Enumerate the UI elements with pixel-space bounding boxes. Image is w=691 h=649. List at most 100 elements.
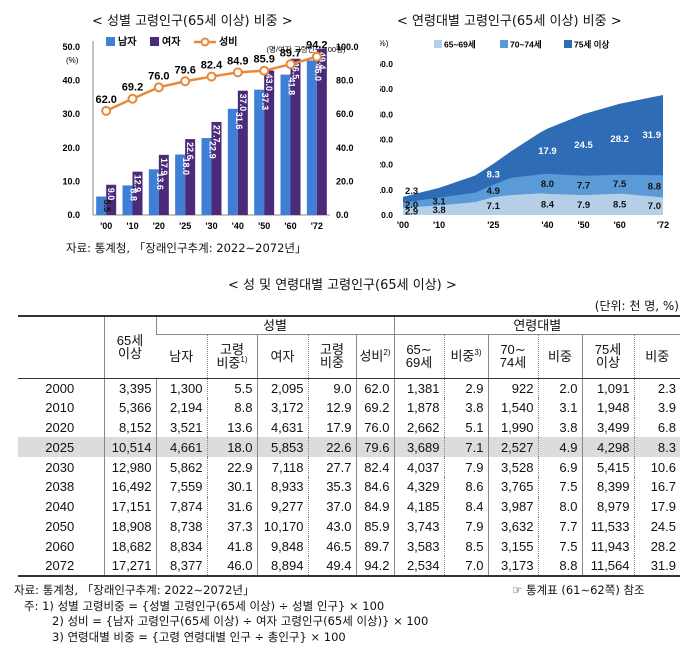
table-cell: 85.9 <box>355 516 394 537</box>
x-tick-label: '72 <box>657 220 669 230</box>
age70-share-header: 비중 <box>537 334 582 379</box>
table-cell: 7.1 <box>443 437 488 458</box>
y-tick-label: 20.0 <box>380 160 393 170</box>
table-cell: 3.9 <box>633 397 680 418</box>
table-title: < 성 및 연령대별 고령인구(65세 이상) > <box>228 278 457 293</box>
table-cell: 10,170 <box>256 516 308 537</box>
row-year: 2030 <box>45 459 75 475</box>
ratio-label: 82.4 <box>201 60 223 72</box>
bar-label-male: 37.3 <box>260 93 270 111</box>
left-unit-label: (%) <box>66 56 79 65</box>
bar-label-female: 22.6 <box>185 142 195 160</box>
bar-label-male: 46.0 <box>313 63 323 81</box>
area-label: 3.1 <box>433 197 447 208</box>
note-3: 3) 연령대별 비중 = {고령 연령대별 인구 ÷ 총인구} × 100 <box>52 629 346 644</box>
bar-male <box>254 89 265 215</box>
area-label: 7.1 <box>487 201 501 212</box>
notes-ref: ☞ 통계표 (61∼62쪽) 참조 <box>512 583 645 597</box>
table-cell: 16,492 <box>103 476 156 497</box>
area-label: 4.9 <box>487 186 500 197</box>
legend-ratio-label: 성비 <box>219 35 237 48</box>
y-tick-label: 10.0 <box>380 185 393 195</box>
row-year: 2020 <box>45 419 75 435</box>
table-cell: 8,933 <box>256 476 308 497</box>
table-cell: 8.8 <box>537 556 582 576</box>
ratio-label: 89.7 <box>280 47 301 59</box>
table-cell: 2,527 <box>487 437 538 458</box>
legend-male-swatch <box>106 37 115 46</box>
table-cell: 5.5 <box>206 378 257 398</box>
bar-female <box>237 90 248 215</box>
table-cell: 7,118 <box>256 457 308 477</box>
female-header: 여자 <box>256 334 308 379</box>
table-cell: 9,848 <box>256 536 308 557</box>
legend-label: 65~69세 <box>444 40 476 50</box>
table-cell: 8.0 <box>537 496 582 517</box>
table-cell: 3.8 <box>443 397 488 418</box>
table-cell: 2,662 <box>393 417 444 438</box>
x-tick-label: '00 <box>100 221 112 231</box>
x-tick-label: '25 <box>487 220 499 230</box>
table-cell: 62.0 <box>355 378 394 398</box>
table-cell: 3,173 <box>487 556 538 576</box>
x-tick-label: '00 <box>397 220 409 230</box>
table-cell: 79.6 <box>355 437 394 458</box>
table-cell: 12.9 <box>307 397 356 418</box>
bar-label-male: 31.6 <box>234 112 244 130</box>
bar-label-female: 43.0 <box>264 74 274 92</box>
y-tick-label: 30.0 <box>380 135 393 145</box>
table-cell: 7,874 <box>155 496 207 517</box>
table-row: 2030 12,980 5,862 22.9 7,118 27.7 82.4 4,037 7.9… <box>18 457 680 477</box>
ratio-label: 94.2 <box>306 40 327 52</box>
table-cell: 8.5 <box>443 536 488 557</box>
table-cell: 7.5 <box>537 476 582 497</box>
female-share-header: 고령 비중 <box>307 334 356 379</box>
table-cell: 2,194 <box>155 397 207 418</box>
table-cell: 3,765 <box>487 476 538 497</box>
table-cell: 8,894 <box>256 556 308 576</box>
table-cell: 31.6 <box>206 496 257 517</box>
table-cell: 4,298 <box>581 437 634 458</box>
y2-tick-label: 40.0 <box>336 143 354 153</box>
area-label: 8.5 <box>613 199 627 210</box>
bar-label-female: 27.7 <box>212 125 222 143</box>
table-cell: 6.9 <box>537 457 582 477</box>
table-cell: 4.9 <box>537 437 582 458</box>
table-cell: 1,990 <box>487 417 538 438</box>
table-cell: 37.0 <box>307 496 356 517</box>
age65-share-header: 비중3) <box>443 334 488 379</box>
table-cell: 24.5 <box>633 516 680 537</box>
area-label: 8.4 <box>541 199 555 210</box>
ratio-point <box>259 65 270 76</box>
table-cell: 12,980 <box>103 457 156 477</box>
table-row: 2040 17,151 7,874 31.6 9,277 37.0 84.9 4,185 8.4… <box>18 496 680 517</box>
row-year: 2050 <box>45 518 75 534</box>
table-cell: 11,943 <box>581 536 634 557</box>
y-tick-label: 10.0 <box>62 176 80 186</box>
bar-male <box>280 74 291 215</box>
row-year: 2038 <box>45 479 75 495</box>
table-cell: 2,534 <box>393 556 444 576</box>
table-cell: 8,377 <box>155 556 207 576</box>
table-cell: 37.3 <box>206 516 257 537</box>
area-label: 7.5 <box>613 179 627 190</box>
area-label: 3.9 <box>433 177 446 188</box>
table-cell: 10,514 <box>103 437 156 458</box>
table-cell: 17.9 <box>307 417 356 438</box>
bar-label-male: 41.8 <box>287 78 297 96</box>
notes: 자료: 통계청, 「장래인구추계: 2022∼2072년」 ☞ 통계표 (61∼… <box>14 583 674 645</box>
table-cell: 1,300 <box>155 378 207 398</box>
male-share-header: 고령 비중1) <box>206 334 257 379</box>
age75-share-header: 비중 <box>633 334 680 379</box>
table-cell: 7.5 <box>537 536 582 557</box>
area-label: 17.9 <box>538 146 557 157</box>
table-cell: 11,533 <box>581 516 634 537</box>
chart2-title: < 연령대별 고령인구(65세 이상) 비중 > <box>397 14 622 29</box>
male-header: 남자 <box>156 334 207 379</box>
bar-male <box>175 154 186 215</box>
table-cell: 7.7 <box>537 516 582 537</box>
bar-female <box>264 70 275 215</box>
bar-male <box>96 196 107 215</box>
ratio-label: 69.2 <box>122 82 143 94</box>
table-cell: 8,152 <box>103 417 156 438</box>
